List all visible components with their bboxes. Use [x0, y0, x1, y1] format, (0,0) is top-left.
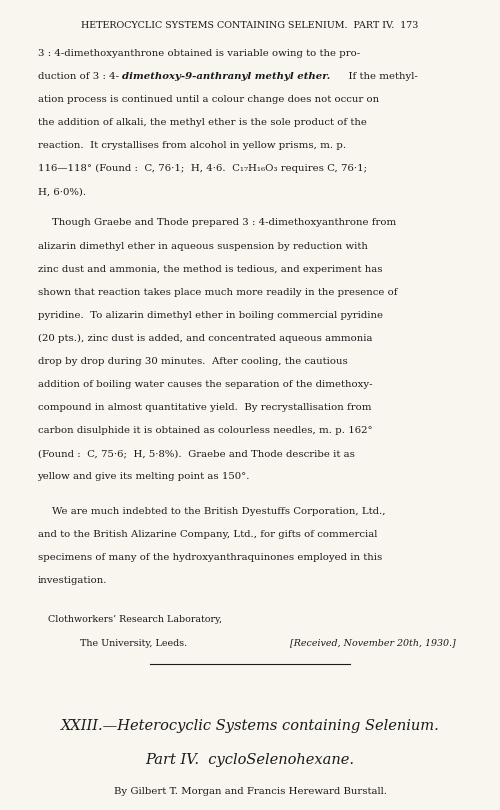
Text: zinc dust and ammonia, the method is tedious, and experiment has: zinc dust and ammonia, the method is ted…: [38, 265, 382, 274]
Text: We are much indebted to the British Dyestuffs Corporation, Ltd.,: We are much indebted to the British Dyes…: [52, 507, 386, 516]
Text: Clothworkers’ Research Laboratory,: Clothworkers’ Research Laboratory,: [48, 616, 222, 625]
Text: HETEROCYCLIC SYSTEMS CONTAINING SELENIUM.  PART IV.  173: HETEROCYCLIC SYSTEMS CONTAINING SELENIUM…: [82, 21, 418, 30]
Text: dimethoxy-9-anthranyl methyl ether.: dimethoxy-9-anthranyl methyl ether.: [122, 72, 331, 81]
Text: [Received, November 20th, 1930.]: [Received, November 20th, 1930.]: [290, 638, 456, 647]
Text: If the methyl-: If the methyl-: [342, 72, 418, 81]
Text: Part IV.  cycloSelenohexane.: Part IV. cycloSelenohexane.: [146, 752, 354, 767]
Text: 3 : 4-dimethoxyanthrone obtained is variable owing to the pro-: 3 : 4-dimethoxyanthrone obtained is vari…: [38, 49, 360, 58]
Text: pyridine.  To alizarin dimethyl ether in boiling commercial pyridine: pyridine. To alizarin dimethyl ether in …: [38, 311, 383, 320]
Text: By Gilbert T. Morgan and Francis Hereward Burstall.: By Gilbert T. Morgan and Francis Herewar…: [114, 787, 386, 796]
Text: reaction.  It crystallises from alcohol in yellow prisms, m. p.: reaction. It crystallises from alcohol i…: [38, 141, 346, 150]
Text: (Found :  C, 75·6;  H, 5·8%).  Graebe and Thode describe it as: (Found : C, 75·6; H, 5·8%). Graebe and T…: [38, 450, 354, 458]
Text: yellow and give its melting point as 150°.: yellow and give its melting point as 150…: [38, 472, 250, 481]
Text: 116—118° (Found :  C, 76·1;  H, 4·6.  C₁₇H₁₆O₃ requires C, 76·1;: 116—118° (Found : C, 76·1; H, 4·6. C₁₇H₁…: [38, 164, 366, 173]
Text: compound in almost quantitative yield.  By recrystallisation from: compound in almost quantitative yield. B…: [38, 403, 371, 412]
Text: XXIII.—Heterocyclic Systems containing Selenium.: XXIII.—Heterocyclic Systems containing S…: [60, 719, 440, 733]
Text: alizarin dimethyl ether in aqueous suspension by reduction with: alizarin dimethyl ether in aqueous suspe…: [38, 241, 368, 250]
Text: investigation.: investigation.: [38, 576, 107, 586]
Text: (20 pts.), zinc dust is added, and concentrated aqueous ammonia: (20 pts.), zinc dust is added, and conce…: [38, 334, 372, 343]
Text: addition of boiling water causes the separation of the dimethoxy-: addition of boiling water causes the sep…: [38, 380, 372, 389]
Text: ation process is continued until a colour change does not occur on: ation process is continued until a colou…: [38, 95, 378, 104]
Text: drop by drop during 30 minutes.  After cooling, the cautious: drop by drop during 30 minutes. After co…: [38, 357, 347, 366]
Text: H, 6·0%).: H, 6·0%).: [38, 187, 86, 196]
Text: carbon disulphide it is obtained as colourless needles, m. p. 162°: carbon disulphide it is obtained as colo…: [38, 426, 372, 435]
Text: the addition of alkali, the methyl ether is the sole product of the: the addition of alkali, the methyl ether…: [38, 118, 366, 127]
Text: Though Graebe and Thode prepared 3 : 4-dimethoxyanthrone from: Though Graebe and Thode prepared 3 : 4-d…: [52, 219, 397, 228]
Text: duction of 3 : 4-: duction of 3 : 4-: [38, 72, 118, 81]
Text: shown that reaction takes place much more readily in the presence of: shown that reaction takes place much mor…: [38, 288, 397, 296]
Text: and to the British Alizarine Company, Ltd., for gifts of commercial: and to the British Alizarine Company, Lt…: [38, 530, 377, 539]
Text: The University, Leeds.: The University, Leeds.: [80, 638, 187, 647]
Text: specimens of many of the hydroxyanthraquinones employed in this: specimens of many of the hydroxyanthraqu…: [38, 553, 382, 562]
